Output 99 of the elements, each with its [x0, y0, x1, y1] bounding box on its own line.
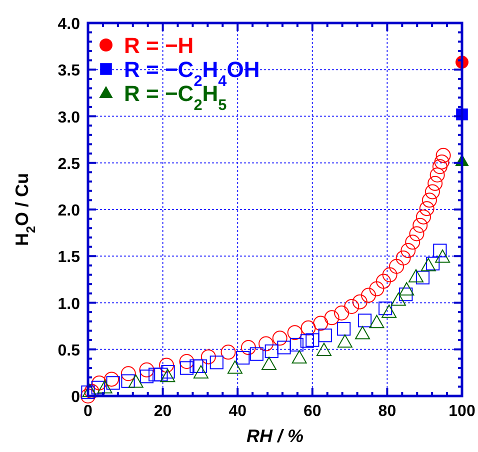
- point: [300, 334, 314, 348]
- point: [91, 380, 105, 394]
- y-tick-label: 1.5: [58, 249, 80, 266]
- point: [337, 334, 352, 348]
- point: [160, 368, 176, 382]
- y-tick-label: 2.0: [58, 202, 80, 220]
- point: [376, 274, 391, 289]
- point: [240, 340, 256, 356]
- point: [250, 347, 264, 361]
- point: [378, 302, 392, 316]
- point: [361, 288, 376, 303]
- point: [106, 376, 120, 390]
- point: [436, 148, 451, 163]
- point: [405, 234, 420, 250]
- x-axis-title: RH / %: [246, 426, 304, 446]
- point: [382, 267, 398, 282]
- point: [433, 244, 447, 258]
- point: [400, 243, 416, 258]
- point: [390, 292, 406, 306]
- point: [120, 366, 136, 382]
- point: [200, 349, 216, 364]
- x-tick-label: 80: [378, 403, 396, 420]
- point: [408, 269, 424, 282]
- point: [92, 375, 107, 390]
- point: [424, 184, 440, 200]
- point: [399, 288, 413, 302]
- point: [434, 154, 450, 170]
- point: [337, 322, 351, 336]
- x-tick-label: 0: [84, 403, 93, 420]
- x-tick-label: 60: [304, 403, 322, 420]
- point: [313, 316, 328, 331]
- y-tick-label: 2.5: [58, 156, 80, 173]
- y-tick-label: 0: [71, 389, 80, 406]
- point: [272, 330, 288, 346]
- y-tick-label: 3.5: [58, 62, 80, 80]
- y-tick-label: 4.0: [58, 16, 80, 33]
- point: [318, 328, 332, 342]
- point: [104, 372, 120, 387]
- point: [262, 356, 277, 370]
- point: [399, 282, 414, 296]
- point: [300, 320, 316, 336]
- point: [334, 306, 350, 321]
- point: [220, 344, 236, 360]
- point: [236, 350, 250, 365]
- point: [426, 256, 440, 270]
- point: [422, 192, 437, 208]
- point: [352, 294, 368, 310]
- point: [80, 388, 96, 404]
- y-tick-label: 0.5: [58, 342, 80, 360]
- point: [324, 310, 340, 326]
- point: [258, 336, 274, 352]
- point: [190, 359, 204, 373]
- y-tick-label: 3.0: [58, 109, 80, 126]
- point: [369, 314, 384, 328]
- point: [430, 167, 445, 182]
- point: [193, 365, 208, 378]
- point: [148, 368, 162, 382]
- point: [416, 270, 430, 284]
- point: [159, 358, 174, 373]
- point: [128, 374, 144, 388]
- point: [287, 325, 302, 340]
- point: [369, 281, 384, 296]
- point: [358, 314, 372, 328]
- point: [316, 342, 332, 356]
- x-tick-label: 20: [154, 403, 172, 420]
- point: [179, 354, 194, 369]
- point: [412, 218, 428, 233]
- point: [355, 326, 370, 340]
- point: [416, 209, 431, 224]
- point: [428, 176, 443, 191]
- point: [292, 350, 307, 364]
- point: [227, 360, 242, 374]
- point: [420, 258, 436, 272]
- point: [432, 159, 448, 174]
- point: [396, 250, 411, 266]
- legend-label: R = −H: [124, 33, 194, 58]
- point: [180, 361, 194, 375]
- x-tick-label: 100: [448, 403, 476, 420]
- point: [409, 226, 424, 242]
- point: [435, 250, 450, 263]
- point: [277, 340, 291, 354]
- point: [97, 380, 112, 394]
- point: [81, 385, 95, 400]
- point: [264, 344, 278, 358]
- y-tick-label: 1.0: [58, 296, 80, 313]
- point: [161, 364, 175, 379]
- point: [419, 201, 434, 216]
- point: [389, 258, 404, 274]
- point: [344, 298, 360, 314]
- point: [121, 374, 135, 388]
- point: [290, 338, 304, 352]
- point: [154, 368, 168, 382]
- point: [382, 304, 397, 318]
- point: [210, 356, 224, 370]
- point: [193, 359, 207, 373]
- point: [140, 370, 154, 384]
- point: [139, 362, 154, 378]
- point: [306, 333, 320, 347]
- x-tick-label: 40: [228, 403, 247, 420]
